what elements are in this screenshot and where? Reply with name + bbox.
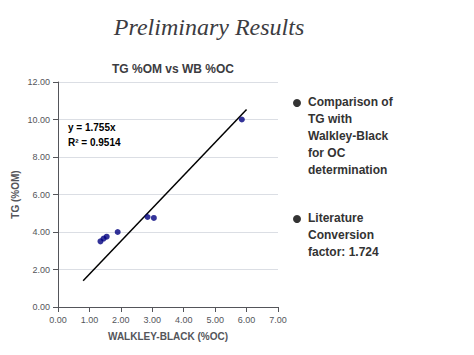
svg-text:Conversion: Conversion [308, 228, 374, 242]
svg-text:7.00: 7.00 [269, 315, 287, 325]
svg-text:4.00: 4.00 [32, 227, 50, 237]
svg-text:Literature: Literature [308, 211, 364, 225]
svg-text:12.00: 12.00 [27, 77, 50, 87]
svg-text:y = 1.755x: y = 1.755x [68, 122, 116, 133]
svg-text:1.00: 1.00 [81, 315, 99, 325]
svg-text:0.00: 0.00 [49, 315, 67, 325]
svg-text:2.00: 2.00 [112, 315, 130, 325]
svg-text:TG (%OM): TG (%OM) [10, 170, 21, 218]
svg-text:R² = 0.9514: R² = 0.9514 [68, 137, 121, 148]
svg-text:determination: determination [308, 163, 387, 177]
svg-text:for OC: for OC [308, 146, 346, 160]
svg-text:4.00: 4.00 [175, 315, 193, 325]
svg-text:Preliminary Results: Preliminary Results [113, 14, 304, 40]
svg-text:factor: 1.724: factor: 1.724 [308, 245, 379, 259]
svg-text:WALKLEY-BLACK (%OC): WALKLEY-BLACK (%OC) [108, 331, 228, 342]
svg-text:TG with: TG with [308, 112, 352, 126]
svg-text:2.00: 2.00 [32, 265, 50, 275]
svg-text:Comparison of: Comparison of [308, 95, 394, 109]
svg-text:Walkley-Black: Walkley-Black [308, 129, 389, 143]
svg-text:5.00: 5.00 [206, 315, 224, 325]
svg-text:8.00: 8.00 [32, 152, 50, 162]
svg-text:10.00: 10.00 [27, 115, 50, 125]
svg-text:6.00: 6.00 [238, 315, 256, 325]
svg-text:TG %OM vs WB %OC: TG %OM vs WB %OC [112, 62, 234, 76]
svg-text:0.00: 0.00 [32, 302, 50, 312]
svg-text:6.00: 6.00 [32, 190, 50, 200]
svg-text:3.00: 3.00 [144, 315, 162, 325]
